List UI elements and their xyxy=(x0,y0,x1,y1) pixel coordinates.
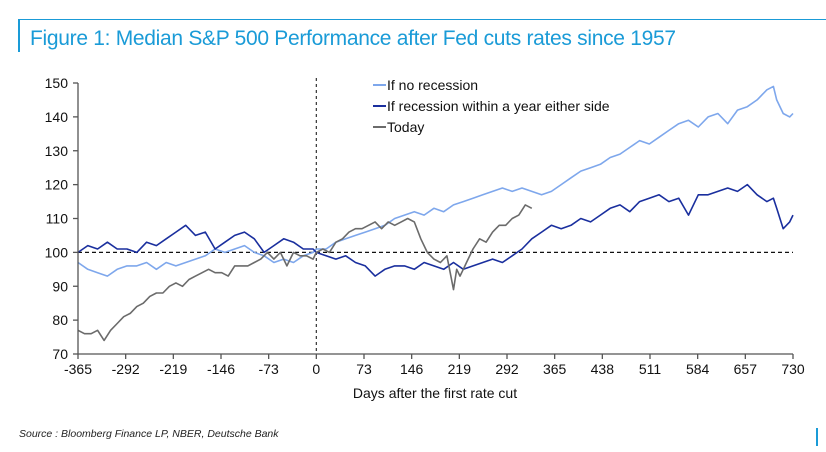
y-tick-label: 110 xyxy=(46,211,69,227)
y-tick-label: 120 xyxy=(45,177,69,193)
x-tick-label: 584 xyxy=(686,361,710,377)
y-tick-label: 140 xyxy=(45,109,69,125)
x-tick-label: 438 xyxy=(591,361,615,377)
x-tick-label: -219 xyxy=(159,361,187,377)
source-note: Source : Bloomberg Finance LP, NBER, Deu… xyxy=(19,428,279,440)
page-edge-mark xyxy=(816,428,818,446)
axes: 70 80 90 100 110 120 130 140 150 -365 -292 -219 -146… xyxy=(45,75,805,377)
x-tick-label: 292 xyxy=(495,361,519,377)
y-tick-label: 80 xyxy=(52,312,68,328)
legend: If no recession If recession within a yea… xyxy=(373,77,610,135)
y-tick-label: 100 xyxy=(45,244,69,260)
x-tick-label: 657 xyxy=(734,361,758,377)
chart-title: Figure 1: Median S&P 500 Performance aft… xyxy=(30,27,676,50)
title-rule xyxy=(18,19,826,20)
x-tick-label: 219 xyxy=(448,361,472,377)
x-tick-label: 73 xyxy=(356,361,372,377)
y-tick-label: 90 xyxy=(52,278,68,294)
series-line-if-no-recession xyxy=(77,85,794,277)
x-tick-label: -365 xyxy=(64,361,92,377)
y-tick-label: 150 xyxy=(45,75,69,91)
series-layer xyxy=(77,85,794,342)
x-tick-label: 365 xyxy=(543,361,567,377)
series-line-today xyxy=(77,204,533,342)
y-tick-label: 130 xyxy=(45,143,69,159)
x-tick-label: -73 xyxy=(259,361,279,377)
x-tick-label: 511 xyxy=(639,361,662,377)
x-axis-title: Days after the first rate cut xyxy=(353,385,517,401)
title-accent-bar xyxy=(18,19,20,52)
legend-label: If no recession xyxy=(387,77,478,93)
x-tick-label: -146 xyxy=(207,361,235,377)
y-tick-label: 70 xyxy=(52,346,68,362)
x-tick-label: 0 xyxy=(312,361,320,377)
reference-lines xyxy=(78,78,793,354)
legend-label: Today xyxy=(387,119,424,135)
x-tick-label: 146 xyxy=(400,361,424,377)
x-tick-label: -292 xyxy=(112,361,140,377)
x-tick-label: 730 xyxy=(781,361,805,377)
legend-label: If recession within a year either side xyxy=(387,98,610,114)
series-line-if-recession-within-a-year-either-side xyxy=(77,183,794,277)
